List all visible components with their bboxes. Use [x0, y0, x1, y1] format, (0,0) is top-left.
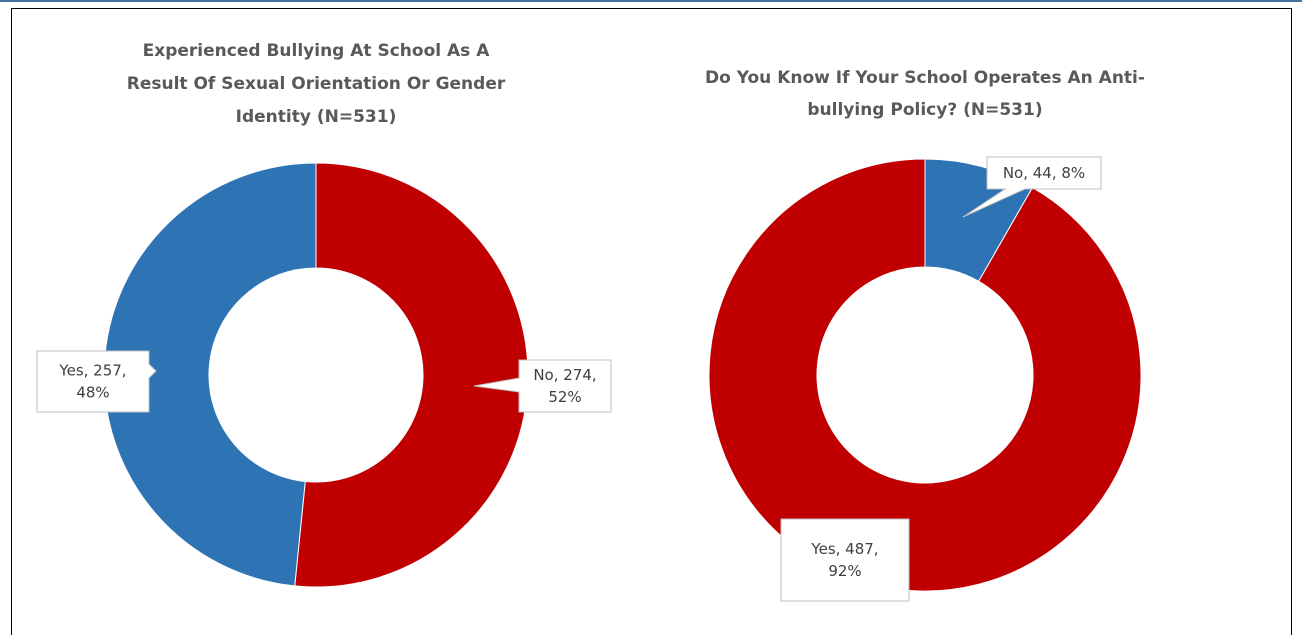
chart-title-line-1: Experienced Bullying At School As A [143, 41, 491, 61]
data-label-yes: Yes, 487, 92% [780, 518, 910, 602]
data-label-text: Yes, 257, [58, 362, 126, 380]
chart-title-line-2: bullying Policy? (N=531) [807, 100, 1042, 120]
chart-bullying-experience: Experienced Bullying At School As A Resu… [36, 41, 612, 588]
figure-frame [11, 8, 1292, 635]
data-label-no: No, 274, 52% [473, 359, 612, 413]
top-rule [0, 0, 1302, 2]
data-label-text: Yes, 487, [810, 540, 878, 558]
data-label-box [36, 350, 157, 413]
data-label-box [780, 518, 910, 602]
data-label-text: 48% [76, 384, 109, 402]
data-label-text: No, 44, 8% [1003, 164, 1085, 182]
chart-title-line-3: Identity (N=531) [236, 107, 397, 127]
data-label-text: 52% [548, 388, 581, 406]
donut-slice-yes [708, 158, 1142, 592]
donut-slice-yes [103, 162, 317, 587]
data-label-no: No, 44, 8% [962, 156, 1102, 218]
data-label-yes: Yes, 257, 48% [36, 350, 157, 413]
data-label-text: 92% [828, 562, 861, 580]
donut-slices [103, 162, 529, 588]
donut-slice-no [294, 162, 529, 588]
chart-title-line-1: Do You Know If Your School Operates An A… [705, 68, 1145, 88]
data-label-text: No, 274, [533, 366, 596, 384]
donut-slices [708, 158, 1142, 592]
data-labels: No, 274, 52% Yes, 257, 48% [36, 350, 612, 413]
data-labels: No, 44, 8% Yes, 487, 92% [780, 156, 1102, 602]
data-label-box [473, 359, 612, 413]
data-label-box [962, 156, 1102, 218]
chart-title-line-2: Result Of Sexual Orientation Or Gender [127, 74, 506, 94]
chart-anti-bullying-policy: Do You Know If Your School Operates An A… [705, 68, 1145, 602]
